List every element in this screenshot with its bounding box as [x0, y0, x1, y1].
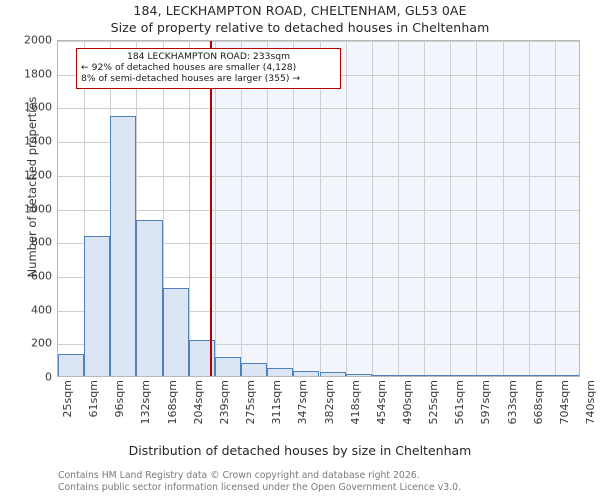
x-tick-label: 168sqm: [165, 380, 179, 425]
x-tick-label: 311sqm: [270, 380, 284, 425]
gridline-v: [293, 41, 295, 376]
x-tick-label: 132sqm: [139, 380, 153, 425]
x-tick-label: 418sqm: [348, 380, 362, 425]
y-tick-label: 800: [31, 235, 52, 249]
x-tick-label: 25sqm: [61, 380, 74, 418]
gridline-h: [58, 310, 579, 312]
gridline-h: [58, 209, 579, 211]
histogram-bar: [267, 367, 294, 376]
x-tick-label: 454sqm: [374, 380, 388, 425]
gridline-v: [476, 41, 478, 376]
gridline-v: [397, 41, 399, 376]
x-tick-label: 204sqm: [191, 380, 205, 425]
x-tick-label: 597sqm: [479, 380, 493, 425]
histogram-bar: [528, 375, 555, 376]
x-tick-label: 561sqm: [453, 380, 467, 425]
x-axis-ticks: 25sqm 61sqm 96sqm 132sqm 168sqm 204sqm 239sqm 2…: [0, 380, 600, 440]
gridline-v: [319, 41, 321, 376]
gridline-h: [58, 276, 579, 278]
gridline-v: [528, 41, 530, 376]
x-tick-label: 61sqm: [87, 380, 101, 418]
y-tick-label: 600: [31, 269, 52, 283]
x-tick-label: 239sqm: [217, 380, 231, 425]
x-tick-label: 668sqm: [531, 380, 545, 425]
y-axis-label: Number of detached properties: [25, 96, 39, 278]
gridline-h: [58, 108, 579, 110]
gridline-h: [58, 175, 579, 177]
gridline-v: [136, 41, 138, 376]
histogram-bar: [214, 356, 242, 376]
gridline-h: [58, 243, 579, 245]
gridline-v: [502, 41, 504, 376]
histogram-bar: [397, 375, 425, 376]
gridline-v: [424, 41, 426, 376]
larger-region-shading: [210, 41, 579, 376]
histogram-bar: [84, 236, 111, 376]
gridline-v: [162, 41, 164, 376]
histogram-bar: [162, 288, 189, 376]
gridline-v: [345, 41, 347, 376]
y-tick-label: 200: [31, 336, 52, 350]
y-tick-label: 0: [45, 370, 52, 384]
y-axis-ticks: 0 200 400 600 800 1000 1200 1400 1600 1800 2000: [2, 0, 52, 500]
gridline-v: [241, 41, 243, 376]
footer-line-1: Contains HM Land Registry data © Crown c…: [58, 470, 420, 481]
gridline-v: [450, 41, 452, 376]
page-subtitle: Size of property relative to detached ho…: [110, 20, 490, 35]
histogram-bar: [424, 375, 451, 376]
histogram-bar: [476, 375, 503, 376]
histogram-bar: [58, 354, 85, 376]
gridline-h: [58, 344, 579, 346]
histogram-bar: [450, 375, 477, 376]
x-tick-label: 525sqm: [427, 380, 441, 425]
plot-area: [57, 40, 580, 377]
annotation-box: 184 LECKHAMPTON ROAD: 233sqm ← 92% of de…: [76, 48, 341, 89]
gridline-v: [267, 41, 269, 376]
y-tick-label: 1600: [24, 100, 52, 114]
gridline-v: [188, 41, 190, 376]
x-axis-label: Distribution of detached houses by size …: [128, 443, 472, 458]
annotation-line-1: 184 LECKHAMPTON ROAD: 233sqm: [126, 51, 291, 62]
y-tick-label: 400: [31, 303, 52, 317]
page-title: 184, LECKHAMPTON ROAD, CHELTENHAM, GL53 …: [133, 3, 467, 18]
gridline-v: [371, 41, 373, 376]
x-tick-label: 382sqm: [322, 380, 336, 425]
histogram-bar: [502, 375, 529, 376]
footer-line-2: Contains public sector information licen…: [58, 481, 461, 493]
x-tick-label: 275sqm: [244, 380, 258, 425]
y-tick-label: 1000: [24, 202, 52, 215]
gridline-v: [554, 41, 556, 376]
histogram-bar: [554, 375, 579, 376]
histogram-bar: [136, 220, 163, 376]
histogram-bar: [345, 374, 372, 376]
histogram-bar: [319, 371, 346, 376]
gridline-v: [214, 41, 216, 376]
property-size-marker: [210, 41, 212, 376]
gridline-h: [58, 142, 579, 144]
footer-attribution: Contains HM Land Registry data © Crown c…: [58, 470, 588, 493]
x-tick-label: 740sqm: [584, 380, 597, 425]
y-tick-label: 1200: [24, 168, 52, 182]
y-tick-label: 1400: [24, 134, 52, 148]
x-tick-label: 490sqm: [400, 380, 414, 425]
histogram-bar: [110, 115, 137, 376]
gridline-v: [84, 41, 86, 376]
x-tick-label: 633sqm: [505, 380, 519, 425]
x-tick-label: 96sqm: [113, 380, 127, 418]
x-tick-label: 347sqm: [296, 380, 310, 425]
annotation-line-3: 8% of semi-detached houses are larger (3…: [81, 73, 301, 85]
y-tick-label: 1800: [24, 67, 52, 81]
y-tick-label: 2000: [24, 33, 52, 47]
histogram-bar: [371, 375, 398, 376]
gridline-h: [58, 41, 579, 42]
histogram-bar: [241, 363, 268, 376]
histogram-bar: [293, 370, 320, 376]
x-tick-label: 704sqm: [557, 380, 571, 425]
annotation-line-2: ← 92% of detached houses are smaller (4,…: [81, 62, 297, 74]
